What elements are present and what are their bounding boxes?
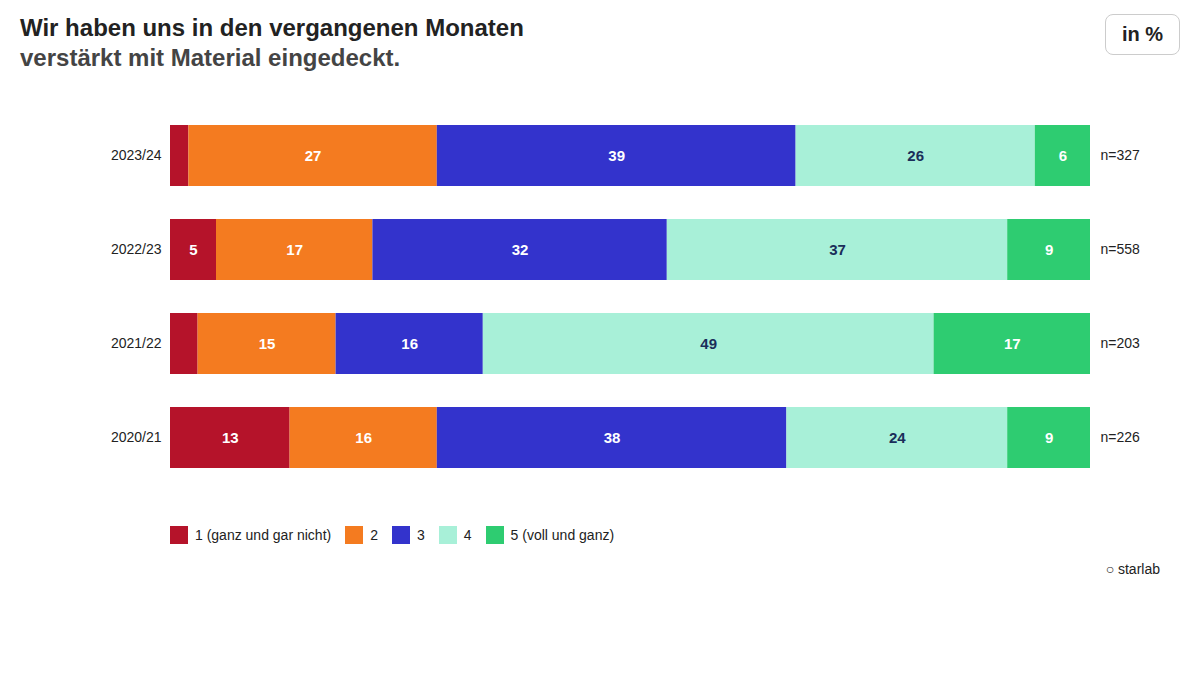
svg-text:n=226: n=226 — [1101, 429, 1141, 445]
svg-text:17: 17 — [1004, 335, 1021, 352]
svg-text:9: 9 — [1045, 429, 1053, 446]
svg-text:15: 15 — [259, 335, 276, 352]
svg-text:17: 17 — [286, 241, 303, 258]
html-text:5 (voll und ganz): 5 (voll und ganz) — [510, 526, 615, 543]
svg-text:2023/24: 2023/24 — [111, 147, 162, 163]
svg-text:6: 6 — [1059, 147, 1067, 164]
svg-text:n=203: n=203 — [1101, 335, 1141, 351]
svg-text:38: 38 — [604, 429, 621, 446]
svg-text:27: 27 — [305, 147, 322, 164]
html-text:Wir haben uns in den vergangen: Wir haben uns in den vergangenen Monaten — [20, 14, 524, 41]
html-text:1 (ganz und gar nicht): 1 (ganz und gar nicht) — [195, 526, 332, 543]
svg-text:37: 37 — [829, 241, 846, 258]
html-text:4: 4 — [463, 526, 472, 543]
svg-text:5: 5 — [189, 241, 197, 258]
svg-text:32: 32 — [512, 241, 529, 258]
svg-text:2022/23: 2022/23 — [111, 241, 162, 257]
svg-text:2020/21: 2020/21 — [111, 429, 162, 445]
svg-text:24: 24 — [889, 429, 906, 446]
svg-text:16: 16 — [401, 335, 418, 352]
svg-text:39: 39 — [608, 147, 625, 164]
svg-text:13: 13 — [222, 429, 239, 446]
svg-text:n=327: n=327 — [1101, 147, 1141, 163]
svg-text:2021/22: 2021/22 — [111, 335, 162, 351]
html-text:○ starlab: ○ starlab — [1105, 561, 1160, 577]
svg-text:26: 26 — [907, 147, 924, 164]
svg-text:16: 16 — [355, 429, 372, 446]
svg-text:49: 49 — [700, 335, 717, 352]
html-text:in %: in % — [1121, 23, 1163, 45]
html-text:3: 3 — [417, 526, 425, 543]
svg-text:n=558: n=558 — [1101, 241, 1141, 257]
svg-text:9: 9 — [1045, 241, 1053, 258]
html-text:verstärkt mit Material eingede: verstärkt mit Material eingedeckt. — [20, 44, 401, 71]
html-text:2: 2 — [370, 526, 378, 543]
